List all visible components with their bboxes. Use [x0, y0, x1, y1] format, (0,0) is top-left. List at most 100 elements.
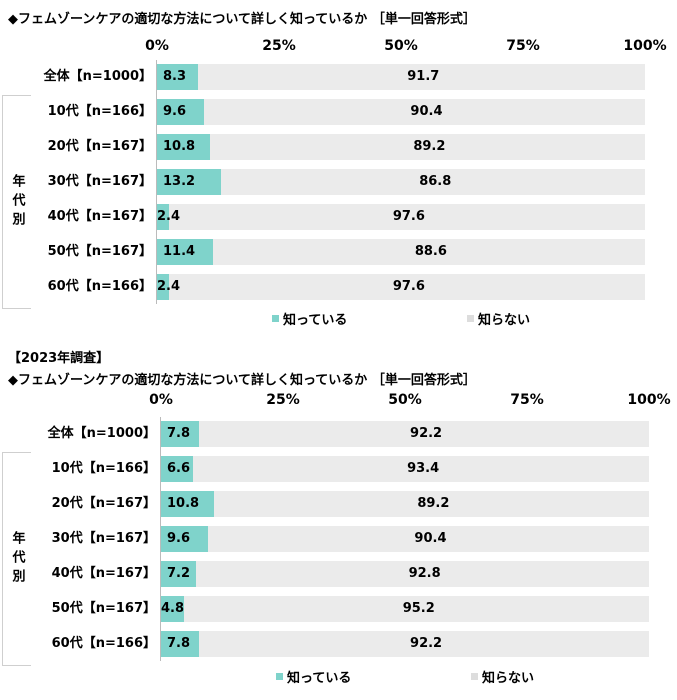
data-label-known: 6.6 [167, 461, 191, 476]
bar-segment-known [157, 134, 210, 160]
data-label-known: 4.8 [161, 601, 185, 616]
bar-segment-known [157, 99, 204, 125]
chart-title: ◆フェムゾーンケアの適切な方法について詳しく知っているか ［単一回答形式］ [8, 373, 476, 388]
data-label-known: 10.8 [167, 496, 200, 511]
bar-row: 30代【n=167】 9.6 90.4 [0, 526, 677, 552]
bar-segment-unknown [213, 491, 649, 517]
axis-line [160, 417, 161, 661]
category-label: 50代【n=167】 [47, 244, 152, 259]
bar-segment-known [157, 169, 222, 195]
data-label-unknown: 92.8 [408, 566, 441, 581]
legend-swatch [471, 673, 478, 680]
category-label: 60代【n=166】 [47, 279, 152, 294]
bar-row: 40代【n=167】 2.4 97.6 [0, 204, 677, 230]
category-label: 30代【n=167】 [51, 531, 156, 546]
legend-item-known: 知っている [272, 309, 347, 328]
category-label: 40代【n=167】 [51, 566, 156, 581]
bar-segment-unknown [168, 274, 645, 300]
bar-segment-unknown [197, 64, 645, 90]
category-label: 30代【n=167】 [47, 174, 152, 189]
chart-title: ◆フェムゾーンケアの適切な方法について詳しく知っているか ［単一回答形式］ [8, 12, 476, 27]
data-label-unknown: 91.7 [407, 69, 440, 84]
bar-segment-unknown [209, 134, 645, 160]
data-label-known: 7.8 [167, 636, 191, 651]
group-bracket: 年代別 [2, 452, 31, 666]
bar-segment-unknown [212, 239, 645, 265]
category-label: 40代【n=167】 [47, 209, 152, 224]
bar-segment-unknown [203, 99, 645, 125]
bar-row: 60代【n=166】 2.4 97.6 [0, 274, 677, 300]
data-label-unknown: 90.4 [410, 104, 443, 119]
bar-row: 60代【n=166】 7.8 92.2 [0, 631, 677, 657]
bar-segment-known [157, 239, 213, 265]
category-label: 10代【n=166】 [51, 461, 156, 476]
legend-item-unknown: 知らない [467, 309, 530, 328]
bar-row: 10代【n=166】 9.6 90.4 [0, 99, 677, 125]
data-label-known: 2.4 [157, 279, 181, 294]
category-label: 60代【n=166】 [51, 636, 156, 651]
data-label-known: 10.8 [163, 139, 196, 154]
bar-row: 10代【n=166】 6.6 93.4 [0, 456, 677, 482]
data-label-unknown: 97.6 [392, 209, 425, 224]
bar-segment-known [161, 526, 208, 552]
x-tick-label: 100% [623, 38, 667, 54]
data-label-known: 2.4 [157, 209, 181, 224]
category-label: 10代【n=166】 [47, 104, 152, 119]
data-label-known: 11.4 [163, 244, 196, 259]
data-label-known: 8.3 [163, 69, 187, 84]
data-label-unknown: 93.4 [407, 461, 440, 476]
bar-segment-known [161, 456, 194, 482]
data-label-unknown: 92.2 [410, 636, 443, 651]
x-tick-label: 50% [384, 38, 418, 54]
x-tick-label: 100% [627, 392, 671, 408]
data-label-known: 7.8 [167, 426, 191, 441]
category-label: 50代【n=167】 [51, 601, 156, 616]
group-label: 年代別 [9, 173, 25, 231]
chart-pre-title: 【2023年調査】 [8, 351, 110, 366]
legend-label: 知っている [287, 671, 352, 686]
data-label-known: 9.6 [167, 531, 191, 546]
x-tick-label: 25% [262, 38, 296, 54]
group-label: 年代別 [9, 530, 25, 588]
data-label-unknown: 90.4 [414, 531, 447, 546]
bar-segment-known [161, 631, 200, 657]
category-label: 全体【n=1000】 [47, 426, 156, 441]
data-label-known: 7.2 [167, 566, 191, 581]
legend-label: 知っている [283, 313, 348, 328]
bar-row: 全体【n=1000】 7.8 92.2 [0, 421, 677, 447]
x-tick-label: 50% [388, 392, 422, 408]
data-label-known: 13.2 [163, 174, 196, 189]
bar-row: 50代【n=167】 11.4 88.6 [0, 239, 677, 265]
data-label-unknown: 92.2 [410, 426, 443, 441]
axis-line [156, 60, 157, 304]
bar-segment-unknown [193, 456, 649, 482]
x-tick-label: 25% [266, 392, 300, 408]
legend-item-known: 知っている [276, 667, 351, 686]
x-tick-label: 0% [145, 38, 169, 54]
bar-segment-known [157, 274, 169, 300]
group-bracket: 年代別 [2, 95, 31, 309]
legend-label: 知らない [478, 313, 531, 328]
data-label-unknown: 95.2 [402, 601, 435, 616]
bar-segment-unknown [184, 596, 649, 622]
x-tick-label: 75% [510, 392, 544, 408]
data-label-known: 9.6 [163, 104, 187, 119]
legend-swatch [467, 315, 474, 322]
bar-segment-unknown [199, 631, 649, 657]
bar-segment-unknown [196, 561, 649, 587]
bar-row: 全体【n=1000】 8.3 91.7 [0, 64, 677, 90]
data-label-unknown: 86.8 [419, 174, 452, 189]
legend-label: 知らない [482, 671, 535, 686]
legend-swatch [272, 315, 279, 322]
data-label-unknown: 88.6 [414, 244, 447, 259]
bar-segment-known [161, 491, 214, 517]
bar-segment-known [157, 204, 169, 230]
bar-segment-unknown [168, 204, 645, 230]
data-label-unknown: 89.2 [417, 496, 450, 511]
legend-swatch [276, 673, 283, 680]
bar-row: 40代【n=167】 7.2 92.8 [0, 561, 677, 587]
category-label: 20代【n=167】 [47, 139, 152, 154]
x-tick-label: 0% [149, 392, 173, 408]
bar-segment-unknown [199, 421, 649, 447]
bar-segment-known [161, 561, 197, 587]
